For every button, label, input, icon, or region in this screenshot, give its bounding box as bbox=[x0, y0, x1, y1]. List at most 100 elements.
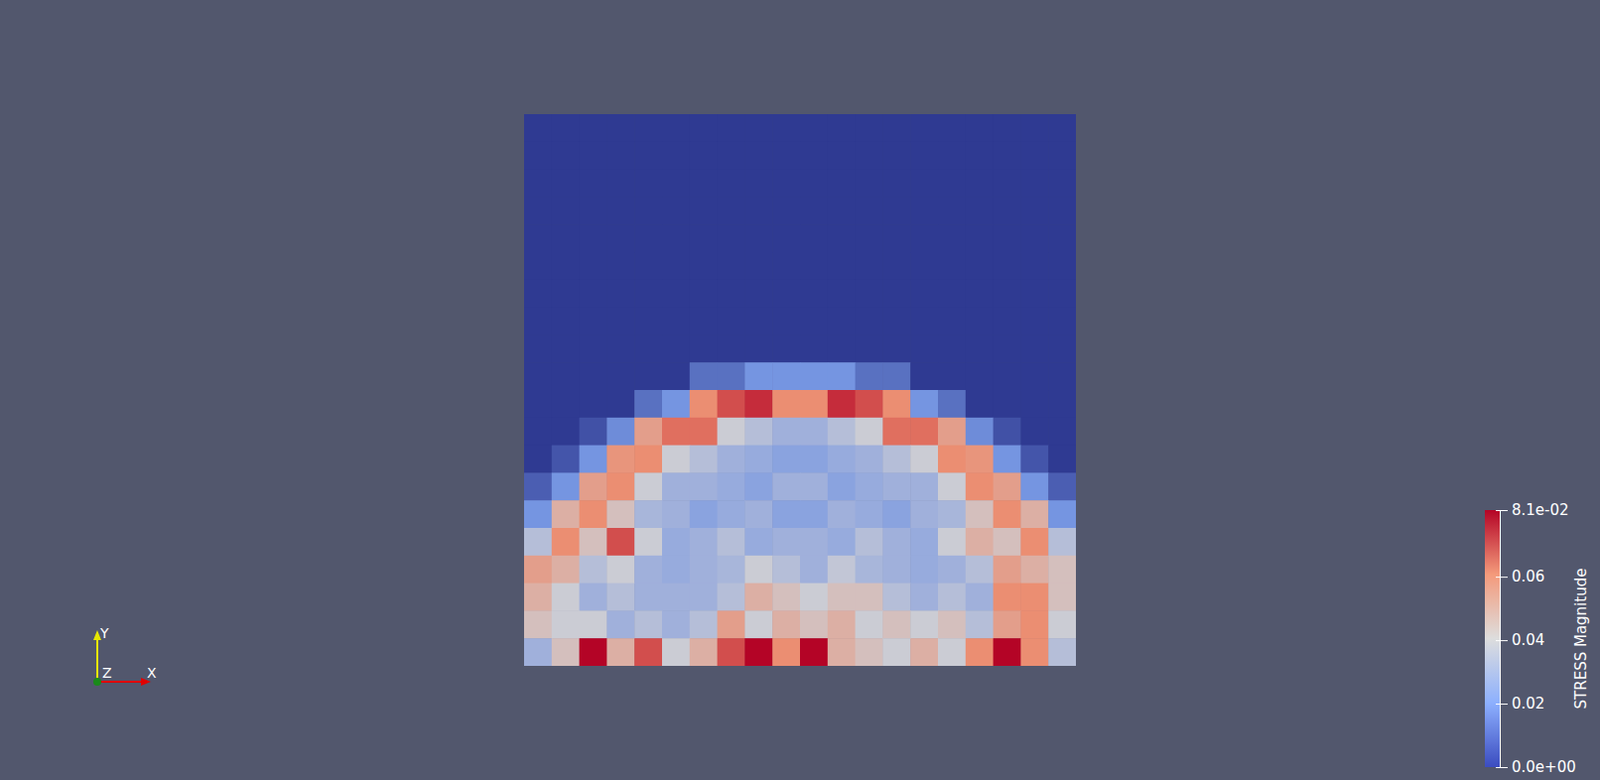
cell bbox=[937, 114, 966, 142]
cell bbox=[524, 445, 552, 474]
cell bbox=[993, 583, 1022, 612]
cell bbox=[993, 114, 1022, 142]
cell bbox=[634, 196, 663, 225]
cell bbox=[910, 196, 938, 225]
tick: 0.04 bbox=[1495, 631, 1545, 650]
cell bbox=[1020, 307, 1049, 336]
cell bbox=[993, 252, 1022, 280]
cell bbox=[827, 252, 856, 280]
cell bbox=[855, 390, 884, 418]
cell bbox=[689, 610, 718, 639]
colorbar-axis: 0.0e+000.020.040.068.1e-02 bbox=[1495, 501, 1577, 777]
cell bbox=[937, 252, 966, 280]
cell bbox=[772, 528, 800, 556]
cell bbox=[689, 445, 718, 474]
cell bbox=[744, 114, 773, 142]
cell bbox=[772, 279, 800, 308]
triad-z bbox=[93, 677, 102, 686]
cell bbox=[993, 638, 1022, 667]
cell bbox=[882, 224, 911, 253]
cell bbox=[882, 500, 911, 529]
cell bbox=[937, 610, 966, 639]
tick-mark bbox=[1495, 510, 1508, 512]
cell bbox=[800, 500, 828, 529]
cell bbox=[717, 307, 746, 336]
cell bbox=[634, 169, 663, 198]
cell bbox=[744, 555, 773, 584]
cell bbox=[800, 224, 828, 253]
cell bbox=[855, 141, 884, 170]
cell bbox=[772, 390, 800, 418]
cell bbox=[800, 196, 828, 225]
cell bbox=[744, 417, 773, 446]
cell bbox=[910, 362, 938, 391]
cell bbox=[662, 445, 690, 474]
cell bbox=[717, 555, 746, 584]
cell bbox=[634, 224, 663, 253]
cell bbox=[744, 638, 773, 667]
cell bbox=[662, 224, 690, 253]
cell bbox=[772, 307, 800, 336]
cell bbox=[606, 362, 635, 391]
cell bbox=[662, 417, 690, 446]
cell bbox=[1048, 390, 1076, 418]
cell bbox=[717, 252, 746, 280]
cell bbox=[993, 417, 1022, 446]
cell bbox=[993, 334, 1022, 363]
cell bbox=[855, 472, 884, 501]
cell bbox=[993, 224, 1022, 253]
cell bbox=[634, 610, 663, 639]
cell bbox=[662, 114, 690, 142]
cell bbox=[855, 169, 884, 198]
cell bbox=[882, 141, 911, 170]
cell bbox=[882, 334, 911, 363]
cell bbox=[827, 169, 856, 198]
colorbar-axis-line bbox=[1500, 511, 1509, 769]
cell bbox=[1048, 500, 1076, 529]
cell bbox=[524, 196, 552, 225]
cell bbox=[910, 445, 938, 474]
cell bbox=[634, 390, 663, 418]
cell bbox=[827, 114, 856, 142]
tick-label: 0.04 bbox=[1511, 631, 1545, 650]
cell bbox=[1048, 445, 1076, 474]
cell bbox=[800, 528, 828, 556]
cell bbox=[662, 307, 690, 336]
cell bbox=[579, 334, 608, 363]
cell bbox=[524, 224, 552, 253]
cell bbox=[1048, 583, 1076, 612]
cell bbox=[662, 528, 690, 556]
cell bbox=[800, 638, 828, 667]
cell bbox=[689, 169, 718, 198]
cell bbox=[717, 141, 746, 170]
cell bbox=[606, 196, 635, 225]
cell bbox=[827, 334, 856, 363]
cell bbox=[910, 528, 938, 556]
cell bbox=[634, 528, 663, 556]
cell bbox=[827, 362, 856, 391]
cell bbox=[937, 417, 966, 446]
cell bbox=[606, 528, 635, 556]
tick-label: 0.0e+00 bbox=[1511, 758, 1577, 777]
cell bbox=[855, 114, 884, 142]
cell bbox=[524, 141, 552, 170]
cell bbox=[524, 528, 552, 556]
cell bbox=[910, 390, 938, 418]
cell bbox=[993, 555, 1022, 584]
cell bbox=[1048, 472, 1076, 501]
cell bbox=[827, 555, 856, 584]
cell bbox=[579, 583, 608, 612]
cell bbox=[772, 252, 800, 280]
cell bbox=[882, 417, 911, 446]
cell bbox=[579, 252, 608, 280]
cell bbox=[772, 472, 800, 501]
cell bbox=[965, 252, 994, 280]
cell bbox=[882, 196, 911, 225]
cell bbox=[993, 279, 1022, 308]
cell bbox=[689, 390, 718, 418]
cell bbox=[689, 334, 718, 363]
cell bbox=[579, 169, 608, 198]
cell bbox=[827, 224, 856, 253]
cell bbox=[717, 610, 746, 639]
cell bbox=[1048, 555, 1076, 584]
